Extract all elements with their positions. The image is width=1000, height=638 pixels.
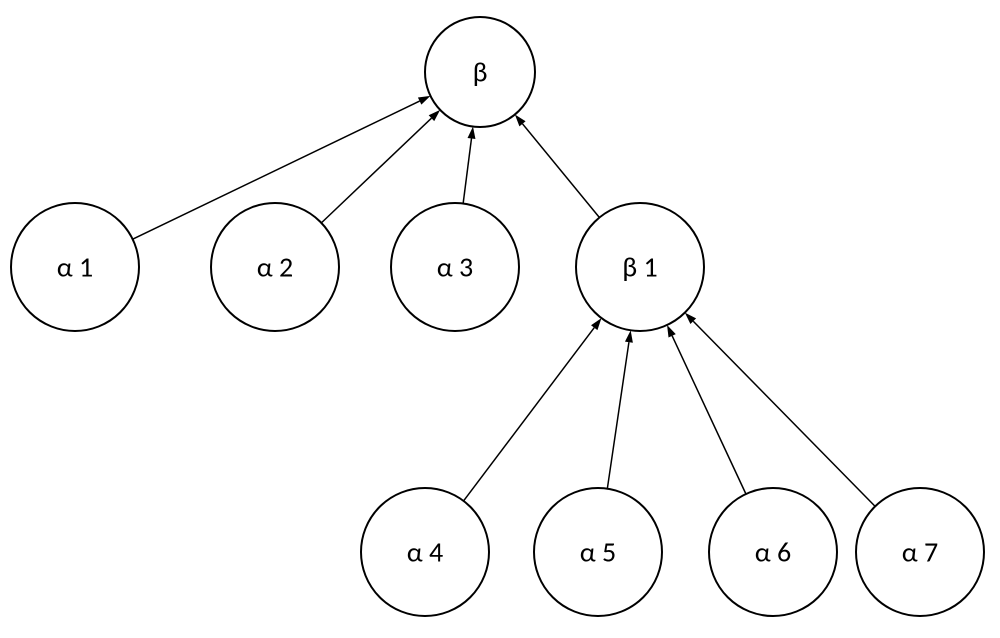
arrowhead bbox=[591, 318, 601, 330]
node-beta: β bbox=[425, 17, 535, 127]
arrowhead bbox=[468, 127, 476, 139]
node-a2: α 2 bbox=[211, 203, 339, 331]
node-label: α 5 bbox=[580, 535, 616, 570]
node-label: β bbox=[473, 55, 488, 90]
node-label: β 1 bbox=[622, 250, 657, 285]
arrowhead bbox=[667, 325, 676, 338]
node-beta1: β 1 bbox=[576, 203, 704, 331]
node-a7: α 7 bbox=[856, 488, 984, 616]
node-label: α 2 bbox=[257, 250, 293, 285]
node-label: α 3 bbox=[437, 250, 473, 285]
node-label: α 1 bbox=[57, 250, 93, 285]
edge bbox=[464, 328, 595, 501]
arrowhead bbox=[418, 96, 431, 105]
edge bbox=[321, 118, 431, 223]
edge bbox=[522, 124, 599, 218]
node-a6: α 6 bbox=[709, 488, 837, 616]
edge bbox=[463, 138, 471, 203]
node-label: α 7 bbox=[902, 535, 938, 570]
tree-diagram: β α 1 α 2 α 3 β 1 α 4 α 5 α 6 α 7 bbox=[0, 0, 1000, 638]
node-a1: α 1 bbox=[11, 203, 139, 331]
node-a3: α 3 bbox=[391, 203, 519, 331]
node-a5: α 5 bbox=[534, 488, 662, 616]
nodes-layer: β α 1 α 2 α 3 β 1 α 4 α 5 α 6 α 7 bbox=[11, 17, 984, 616]
edge bbox=[693, 321, 875, 506]
node-label: α 4 bbox=[407, 535, 443, 570]
edge bbox=[672, 336, 746, 494]
node-a4: α 4 bbox=[361, 488, 489, 616]
node-label: α 6 bbox=[755, 535, 791, 570]
arrowhead bbox=[625, 330, 633, 342]
edge bbox=[607, 342, 629, 488]
